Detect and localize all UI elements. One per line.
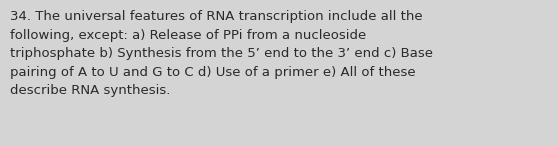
Text: 34. The universal features of RNA transcription include all the
following, excep: 34. The universal features of RNA transc…: [10, 10, 433, 97]
